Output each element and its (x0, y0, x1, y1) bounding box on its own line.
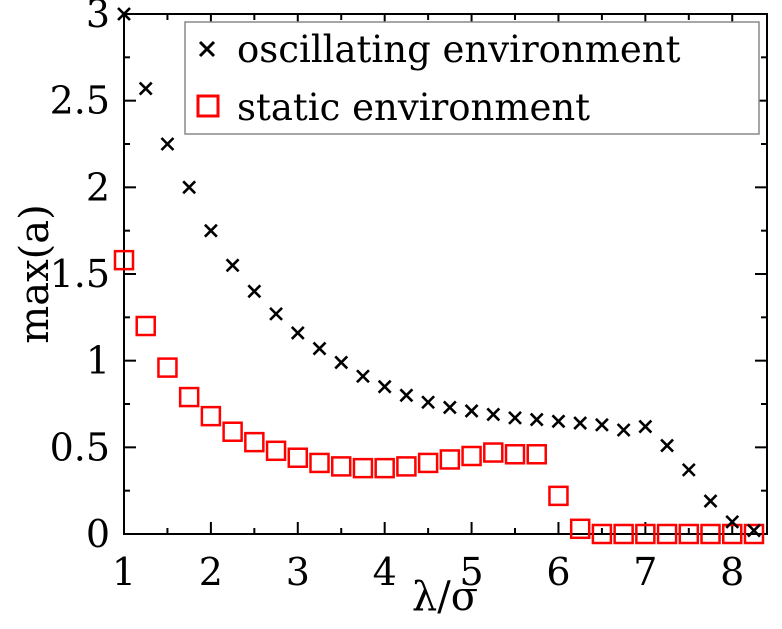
oscillating-point (117, 7, 131, 21)
static-point (417, 452, 439, 474)
static-point (461, 445, 482, 467)
static-point (483, 442, 504, 463)
oscillating-point (203, 223, 218, 238)
series-static (113, 249, 765, 545)
static-point (721, 523, 743, 545)
series-oscillating (117, 7, 761, 538)
legend-marker-static (196, 94, 220, 118)
oscillating-point (681, 462, 696, 477)
legend-label-static: static environment (237, 86, 590, 129)
y-tick-label: 1.5 (50, 252, 110, 296)
x-axis-title: λ/σ (412, 574, 478, 620)
static-point (113, 249, 135, 271)
oscillating-point (421, 395, 436, 410)
oscillating-point (660, 438, 674, 453)
oscillating-point (247, 284, 262, 299)
oscillating-point (703, 494, 718, 508)
x-tick-label: 1 (112, 550, 136, 594)
oscillating-point (356, 369, 370, 384)
y-tick-label: 3 (86, 0, 110, 36)
static-point (178, 386, 200, 408)
oscillating-point (747, 523, 761, 538)
oscillating-point (442, 400, 457, 415)
static-point (396, 456, 417, 477)
oscillating-point (377, 379, 392, 394)
static-point (656, 523, 678, 545)
y-tick-label: 1 (86, 339, 110, 383)
oscillating-point (529, 412, 544, 427)
oscillating-point (616, 423, 631, 437)
axis-tick-labels: 1 2 3 4 5 6 7 8 0 0.5 1 1.5 2 2.5 3 (50, 0, 745, 594)
x-tick-label: 8 (720, 550, 744, 594)
static-point (265, 440, 287, 462)
static-point (157, 357, 178, 378)
legend-box (184, 21, 760, 135)
static-point (222, 421, 243, 442)
oscillating-point (290, 326, 305, 340)
oscillating-point (573, 416, 588, 430)
legend-label-oscillating: oscillating environment (237, 28, 681, 71)
static-point (504, 444, 526, 465)
oscillating-point (551, 414, 566, 429)
y-tick-label: 2.5 (50, 79, 110, 123)
oscillating-point (312, 341, 327, 356)
oscillating-point (464, 404, 479, 418)
oscillating-point (638, 419, 653, 434)
series-layer (113, 7, 765, 545)
static-point (548, 485, 569, 507)
static-point (374, 457, 395, 479)
oscillating-point (269, 306, 283, 321)
static-point (200, 405, 222, 427)
oscillating-point (486, 407, 501, 422)
static-point (591, 523, 613, 545)
static-point (287, 447, 309, 468)
x-tick-label: 4 (373, 550, 397, 594)
x-tick-label: 3 (286, 550, 310, 594)
static-point (244, 431, 265, 453)
static-point (743, 523, 765, 545)
static-point (678, 523, 700, 545)
static-point (700, 523, 721, 545)
legend-marker-oscillating (198, 40, 216, 58)
x-tick-label: 2 (199, 550, 223, 594)
oscillating-point (138, 81, 153, 96)
x-tick-label: 6 (546, 550, 570, 594)
static-point (635, 523, 656, 545)
static-point (526, 444, 547, 465)
oscillating-point (725, 514, 740, 529)
oscillating-point (160, 137, 175, 151)
y-tick-label: 2 (86, 165, 110, 209)
y-tick-label: 0.5 (50, 425, 110, 469)
static-point (135, 315, 156, 337)
x-tick-label: 7 (633, 550, 657, 594)
y-tick-label: 0 (86, 512, 110, 556)
legend: oscillating environment static environme… (184, 21, 760, 135)
oscillating-point (225, 258, 240, 273)
x-tick-label: 5 (459, 550, 483, 594)
static-point (309, 452, 330, 474)
oscillating-point (508, 410, 522, 425)
static-point (439, 449, 461, 470)
static-point (352, 457, 374, 479)
static-point (569, 518, 591, 540)
oscillating-point (334, 355, 349, 370)
oscillating-point (594, 417, 609, 432)
oscillating-point (399, 388, 414, 403)
oscillating-point (182, 180, 197, 195)
static-point (613, 523, 634, 545)
static-point (330, 456, 352, 477)
y-axis-title: max(a) (12, 204, 58, 343)
